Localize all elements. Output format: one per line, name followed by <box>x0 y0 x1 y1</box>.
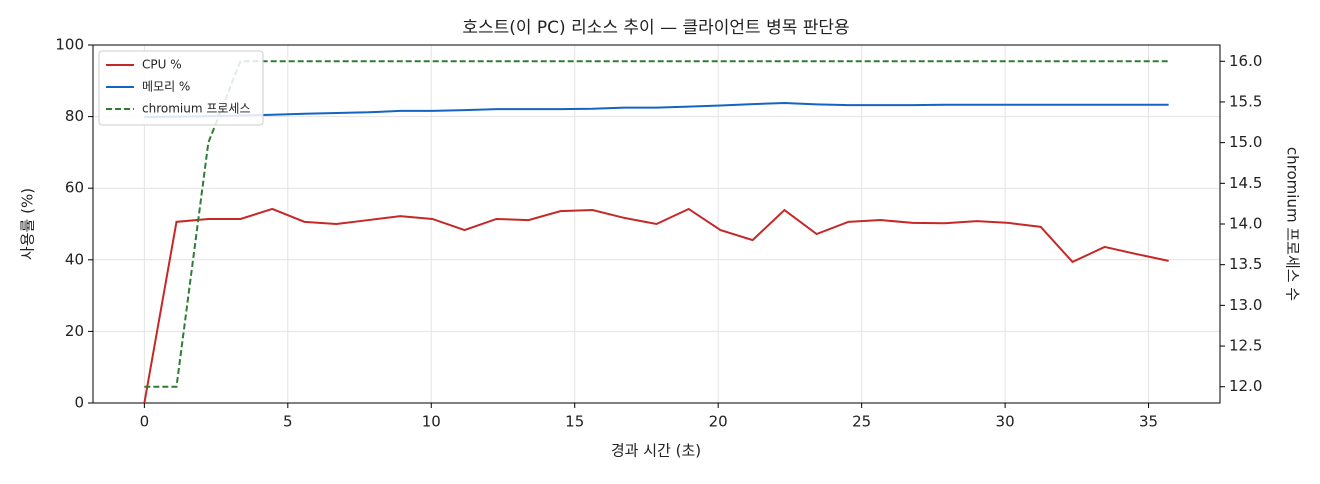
plot-frame <box>92 44 1221 404</box>
y2-tick-label: 15.5 <box>1229 92 1262 110</box>
y-tick-label: 100 <box>55 36 84 54</box>
legend-label: chromium 프로세스 <box>142 102 251 116</box>
y-tick-label: 80 <box>65 107 84 125</box>
y2-axis-label: chromium 프로세스 수 <box>1284 147 1302 301</box>
legend: CPU % 메모리 % chromium 프로세스 <box>98 50 264 126</box>
y2-tick-label: 15.0 <box>1229 133 1262 151</box>
x-tick-label: 15 <box>565 413 584 431</box>
y2-tick-label: 12.0 <box>1229 377 1262 395</box>
y2-tick-label: 12.5 <box>1229 337 1262 355</box>
x-tick-label: 10 <box>422 413 441 431</box>
x-axis-label: 경과 시간 (초) <box>611 442 701 460</box>
x-tick-label: 30 <box>996 413 1015 431</box>
legend-label: CPU % <box>142 58 182 72</box>
y2-tick-label: 13.5 <box>1229 255 1262 273</box>
y-axis-label: 사용률 (%) <box>19 188 37 260</box>
series-line <box>143 207 1169 404</box>
y-tick-label: 60 <box>65 179 84 197</box>
x-tick-label: 0 <box>140 413 150 431</box>
x-tick-label: 35 <box>1139 413 1158 431</box>
y-tick-label: 0 <box>74 394 84 412</box>
y2-tick-label: 13.0 <box>1229 296 1262 314</box>
series-line <box>144 101 1169 118</box>
legend-box <box>98 50 264 126</box>
y2-tick-label: 16.0 <box>1229 52 1262 70</box>
chart-title: 호스트(이 PC) 리소스 추이 — 클라이언트 병목 판단용 <box>462 18 849 38</box>
y-tick-label: 40 <box>65 250 84 268</box>
x-tick-label: 5 <box>283 413 293 431</box>
y2-tick-label: 14.5 <box>1229 174 1262 192</box>
y2-tick-label: 14.0 <box>1229 215 1262 233</box>
y-tick-label: 20 <box>65 322 84 340</box>
legend-label: 메모리 % <box>142 80 190 94</box>
x-tick-label: 20 <box>709 413 728 431</box>
x-tick-label: 25 <box>852 413 871 431</box>
